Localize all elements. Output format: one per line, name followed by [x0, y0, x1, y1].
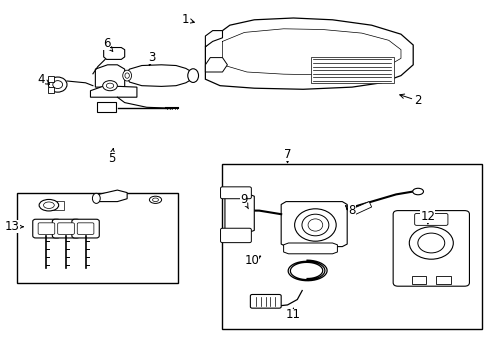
FancyBboxPatch shape: [250, 294, 281, 308]
FancyBboxPatch shape: [435, 276, 450, 284]
Bar: [49, 201, 63, 210]
Ellipse shape: [417, 233, 444, 253]
Text: 1: 1: [182, 13, 194, 26]
Ellipse shape: [48, 77, 67, 92]
FancyBboxPatch shape: [220, 228, 251, 243]
Ellipse shape: [102, 81, 117, 91]
FancyBboxPatch shape: [52, 219, 80, 238]
Polygon shape: [224, 194, 254, 232]
Polygon shape: [124, 65, 193, 86]
FancyBboxPatch shape: [220, 187, 251, 199]
Bar: [310, 57, 393, 83]
Polygon shape: [103, 48, 124, 59]
Text: 7: 7: [283, 148, 291, 163]
FancyBboxPatch shape: [97, 102, 116, 112]
Ellipse shape: [152, 198, 158, 202]
Polygon shape: [90, 86, 137, 97]
FancyBboxPatch shape: [72, 219, 99, 238]
FancyBboxPatch shape: [414, 213, 447, 225]
Ellipse shape: [408, 227, 452, 259]
FancyBboxPatch shape: [38, 223, 55, 234]
Polygon shape: [205, 31, 222, 47]
Polygon shape: [95, 65, 124, 87]
Polygon shape: [281, 202, 346, 247]
Ellipse shape: [53, 81, 62, 89]
Text: 13: 13: [5, 220, 23, 233]
Ellipse shape: [125, 73, 129, 78]
Ellipse shape: [149, 196, 161, 203]
Polygon shape: [205, 18, 412, 89]
FancyBboxPatch shape: [58, 223, 74, 234]
Polygon shape: [283, 243, 337, 254]
Ellipse shape: [412, 188, 423, 195]
Text: 12: 12: [420, 210, 434, 224]
Text: 10: 10: [244, 255, 260, 267]
Polygon shape: [205, 58, 227, 72]
Ellipse shape: [92, 193, 100, 203]
Ellipse shape: [39, 199, 59, 211]
FancyBboxPatch shape: [33, 219, 60, 238]
Text: 11: 11: [285, 309, 300, 321]
Text: 3: 3: [147, 51, 155, 66]
Text: 4: 4: [38, 73, 49, 86]
FancyBboxPatch shape: [48, 87, 54, 93]
Ellipse shape: [106, 83, 113, 88]
Bar: [17, 193, 178, 283]
Text: 2: 2: [399, 94, 421, 107]
Ellipse shape: [122, 70, 131, 81]
Ellipse shape: [307, 219, 322, 231]
Ellipse shape: [187, 69, 198, 82]
FancyBboxPatch shape: [77, 223, 94, 234]
Ellipse shape: [302, 214, 328, 236]
Text: 9: 9: [239, 193, 248, 209]
FancyBboxPatch shape: [392, 211, 468, 286]
Text: 8: 8: [345, 204, 355, 217]
FancyBboxPatch shape: [48, 76, 54, 82]
FancyBboxPatch shape: [411, 276, 426, 284]
Polygon shape: [347, 202, 371, 216]
Text: 6: 6: [102, 37, 113, 51]
Bar: [222, 164, 481, 329]
Ellipse shape: [294, 209, 336, 241]
Polygon shape: [95, 190, 127, 202]
Ellipse shape: [43, 202, 54, 208]
Text: 5: 5: [107, 149, 115, 165]
